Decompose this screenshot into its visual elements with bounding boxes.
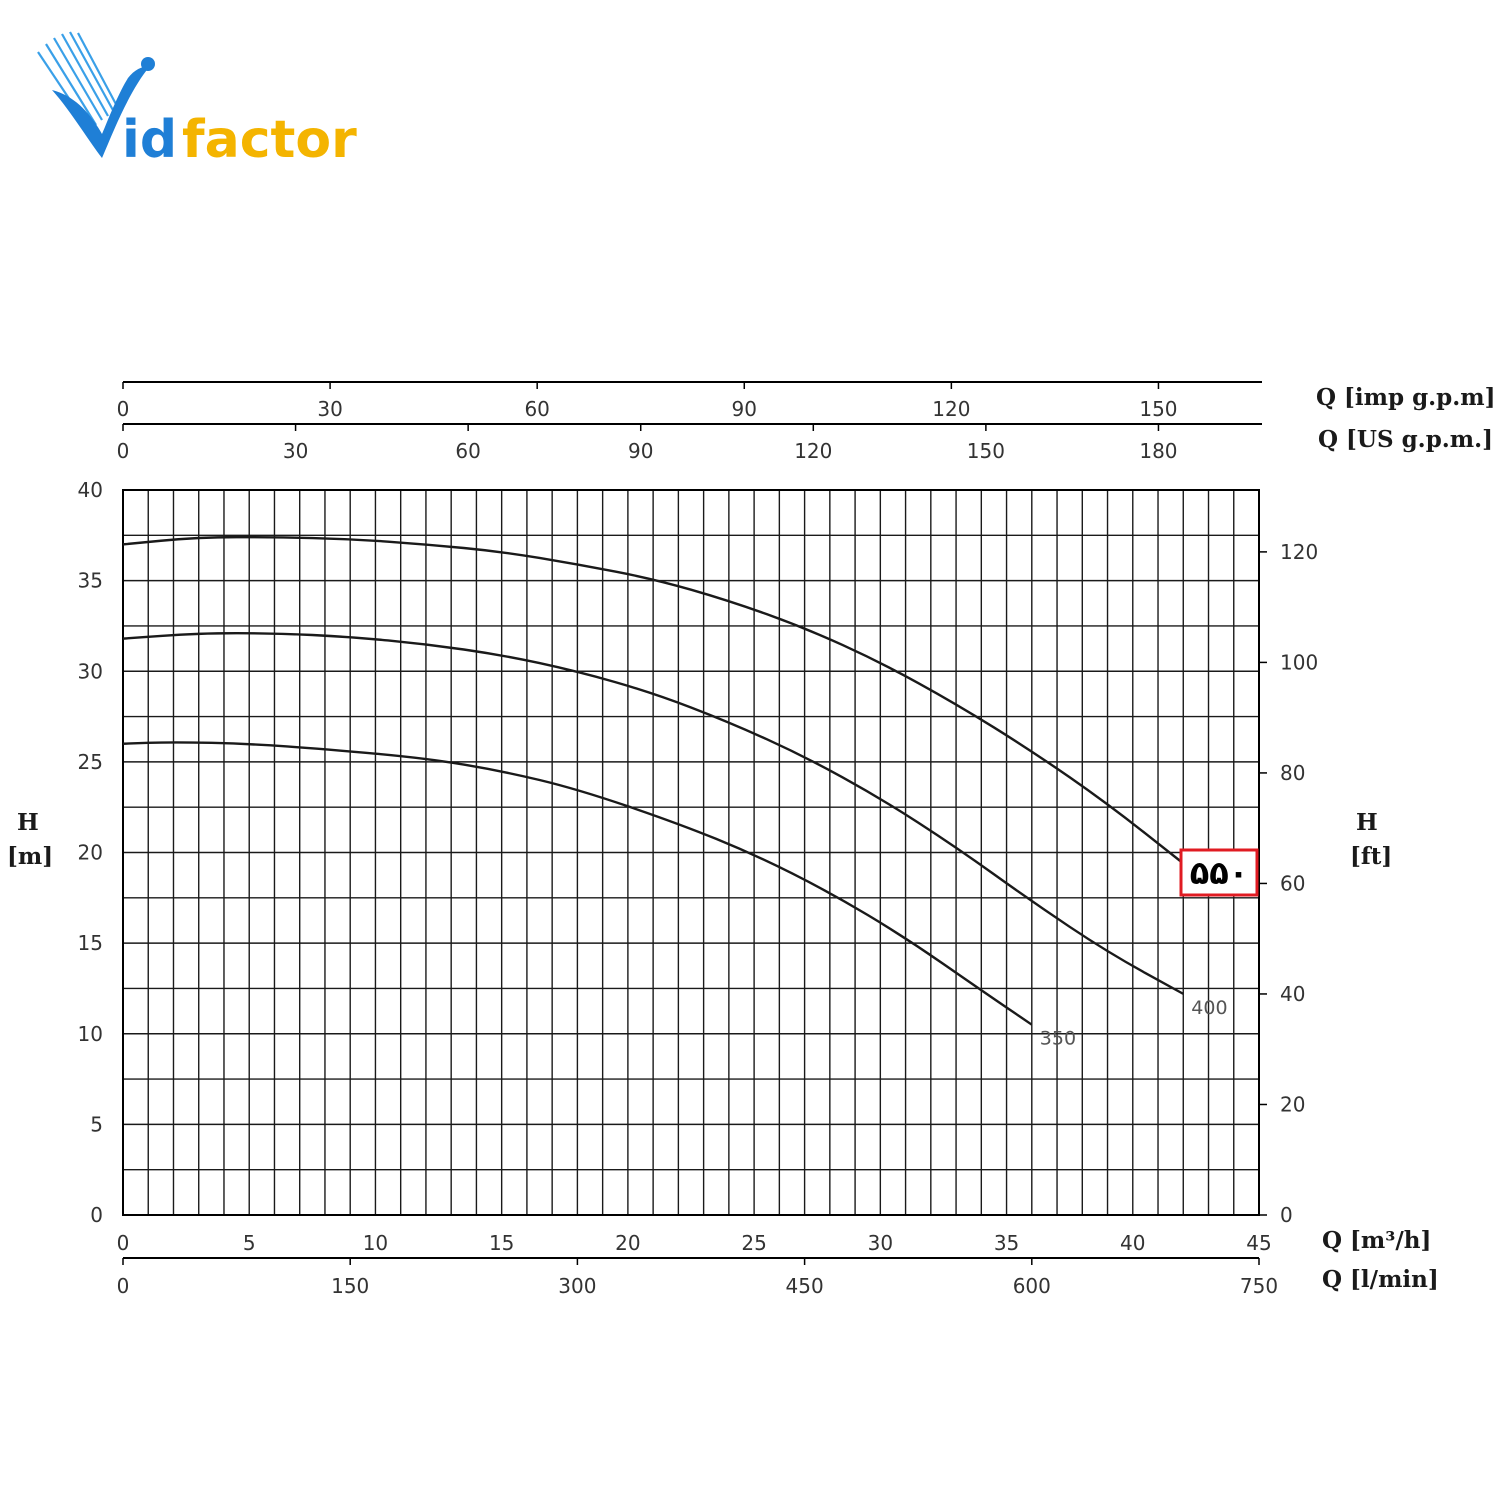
x-tick-label-imp: 90 <box>732 397 757 421</box>
x-tick-label-us: 0 <box>117 439 130 463</box>
x-tick-label-lmin: 150 <box>331 1274 369 1298</box>
pump-curve-۵۵۰ <box>122 535 1185 865</box>
x-tick-label-imp: 60 <box>524 397 549 421</box>
axis-label-h-right: H <box>1356 809 1378 836</box>
x-tick-label-lmin: 450 <box>786 1274 824 1298</box>
axis-label-m3h: Q [m³/h] <box>1322 1227 1431 1254</box>
x-tick-label-us: 60 <box>455 439 480 463</box>
x-tick-label-us: 90 <box>628 439 653 463</box>
y-tick-label-m: 15 <box>78 931 103 955</box>
plot-border <box>122 489 1260 1216</box>
x-tick-label-m3h: 45 <box>1246 1231 1271 1255</box>
x-tick-label-m3h: 25 <box>741 1231 766 1255</box>
x-tick-label-lmin: 750 <box>1240 1274 1278 1298</box>
logo-text-id: id <box>122 110 177 170</box>
y-tick-label-ft: 80 <box>1280 761 1305 785</box>
y-tick-label-ft: 20 <box>1280 1092 1305 1116</box>
y-tick-label-ft: 0 <box>1280 1203 1293 1227</box>
x-tick-label-m3h: 35 <box>994 1231 1019 1255</box>
vidfactor-logo: id factor <box>37 31 357 170</box>
axis-label-ft-right: [ft] <box>1350 843 1392 870</box>
x-tick-label-us: 30 <box>283 439 308 463</box>
x-tick-label-lmin: 0 <box>117 1274 130 1298</box>
x-tick-label-lmin: 300 <box>558 1274 596 1298</box>
x-tick-label-lmin: 600 <box>1013 1274 1051 1298</box>
x-tick-label-us: 150 <box>967 439 1005 463</box>
y-tick-label-m: 5 <box>90 1112 103 1136</box>
bottom-flow-axes: 0 5 10 15 20 25 30 35 40 450 150 300 450 600 750 <box>117 1231 1278 1298</box>
highlight-box <box>1179 848 1259 897</box>
x-tick-label-m3h: 10 <box>363 1231 388 1255</box>
highlight-label: ۵۵۰ <box>1190 854 1249 892</box>
y-tick-label-m: 25 <box>78 750 103 774</box>
curve-label-350: 350 <box>1040 1028 1076 1050</box>
x-tick-label-imp: 120 <box>932 397 970 421</box>
pump-curve-350 <box>122 741 1033 1026</box>
axis-label-us-gpm: Q [US g.p.m.] <box>1318 426 1493 453</box>
chart-grid <box>122 489 1260 1216</box>
left-head-axis: 0 5 10 15 20 25 30 35 40 <box>78 478 103 1227</box>
top-flow-axes: 0 30 60 90 120 150 0 30 60 90 120 150 180 <box>117 381 1262 463</box>
axis-label-h-left: H <box>17 809 39 836</box>
right-head-axis: 0 20 40 60 80 100 120 <box>1259 540 1318 1227</box>
y-tick-label-m: 35 <box>78 569 103 593</box>
x-tick-label-m3h: 5 <box>243 1231 256 1255</box>
y-tick-label-ft: 100 <box>1280 650 1318 674</box>
plot-frame <box>122 489 1260 1216</box>
x-tick-label-m3h: 40 <box>1120 1231 1145 1255</box>
bird-head-icon <box>141 57 155 71</box>
x-tick-label-m3h: 20 <box>615 1231 640 1255</box>
logo-text-factor: factor <box>182 110 357 170</box>
axis-label-imp-gpm: Q [imp g.p.m] <box>1316 384 1496 411</box>
axis-label-lmin: Q [l/min] <box>1322 1266 1439 1293</box>
x-tick-label-imp: 150 <box>1139 397 1177 421</box>
x-tick-label-us: 180 <box>1139 439 1177 463</box>
y-tick-label-ft: 60 <box>1280 871 1305 895</box>
axis-label-m-left: [m] <box>7 843 53 870</box>
x-tick-label-m3h: 15 <box>489 1231 514 1255</box>
y-tick-label-m: 20 <box>78 841 103 865</box>
y-tick-label-m: 10 <box>78 1022 103 1046</box>
x-tick-label-imp: 30 <box>317 397 342 421</box>
y-tick-label-ft: 40 <box>1280 982 1305 1006</box>
y-tick-label-m: 30 <box>78 659 103 683</box>
v-letter-icon <box>52 66 150 158</box>
y-tick-label-m: 0 <box>90 1203 103 1227</box>
x-tick-label-imp: 0 <box>117 397 130 421</box>
x-tick-label-m3h: 30 <box>868 1231 893 1255</box>
y-tick-label-ft: 120 <box>1280 540 1318 564</box>
x-tick-label-us: 120 <box>794 439 832 463</box>
x-tick-label-m3h: 0 <box>117 1231 130 1255</box>
pump-curve-400 <box>122 631 1184 995</box>
y-tick-label-m: 40 <box>78 478 103 502</box>
highlight-marker: ۵۵۰ <box>1179 848 1259 897</box>
pump-curves: 350 400 <box>122 535 1228 1050</box>
curve-label-400: 400 <box>1191 997 1227 1019</box>
